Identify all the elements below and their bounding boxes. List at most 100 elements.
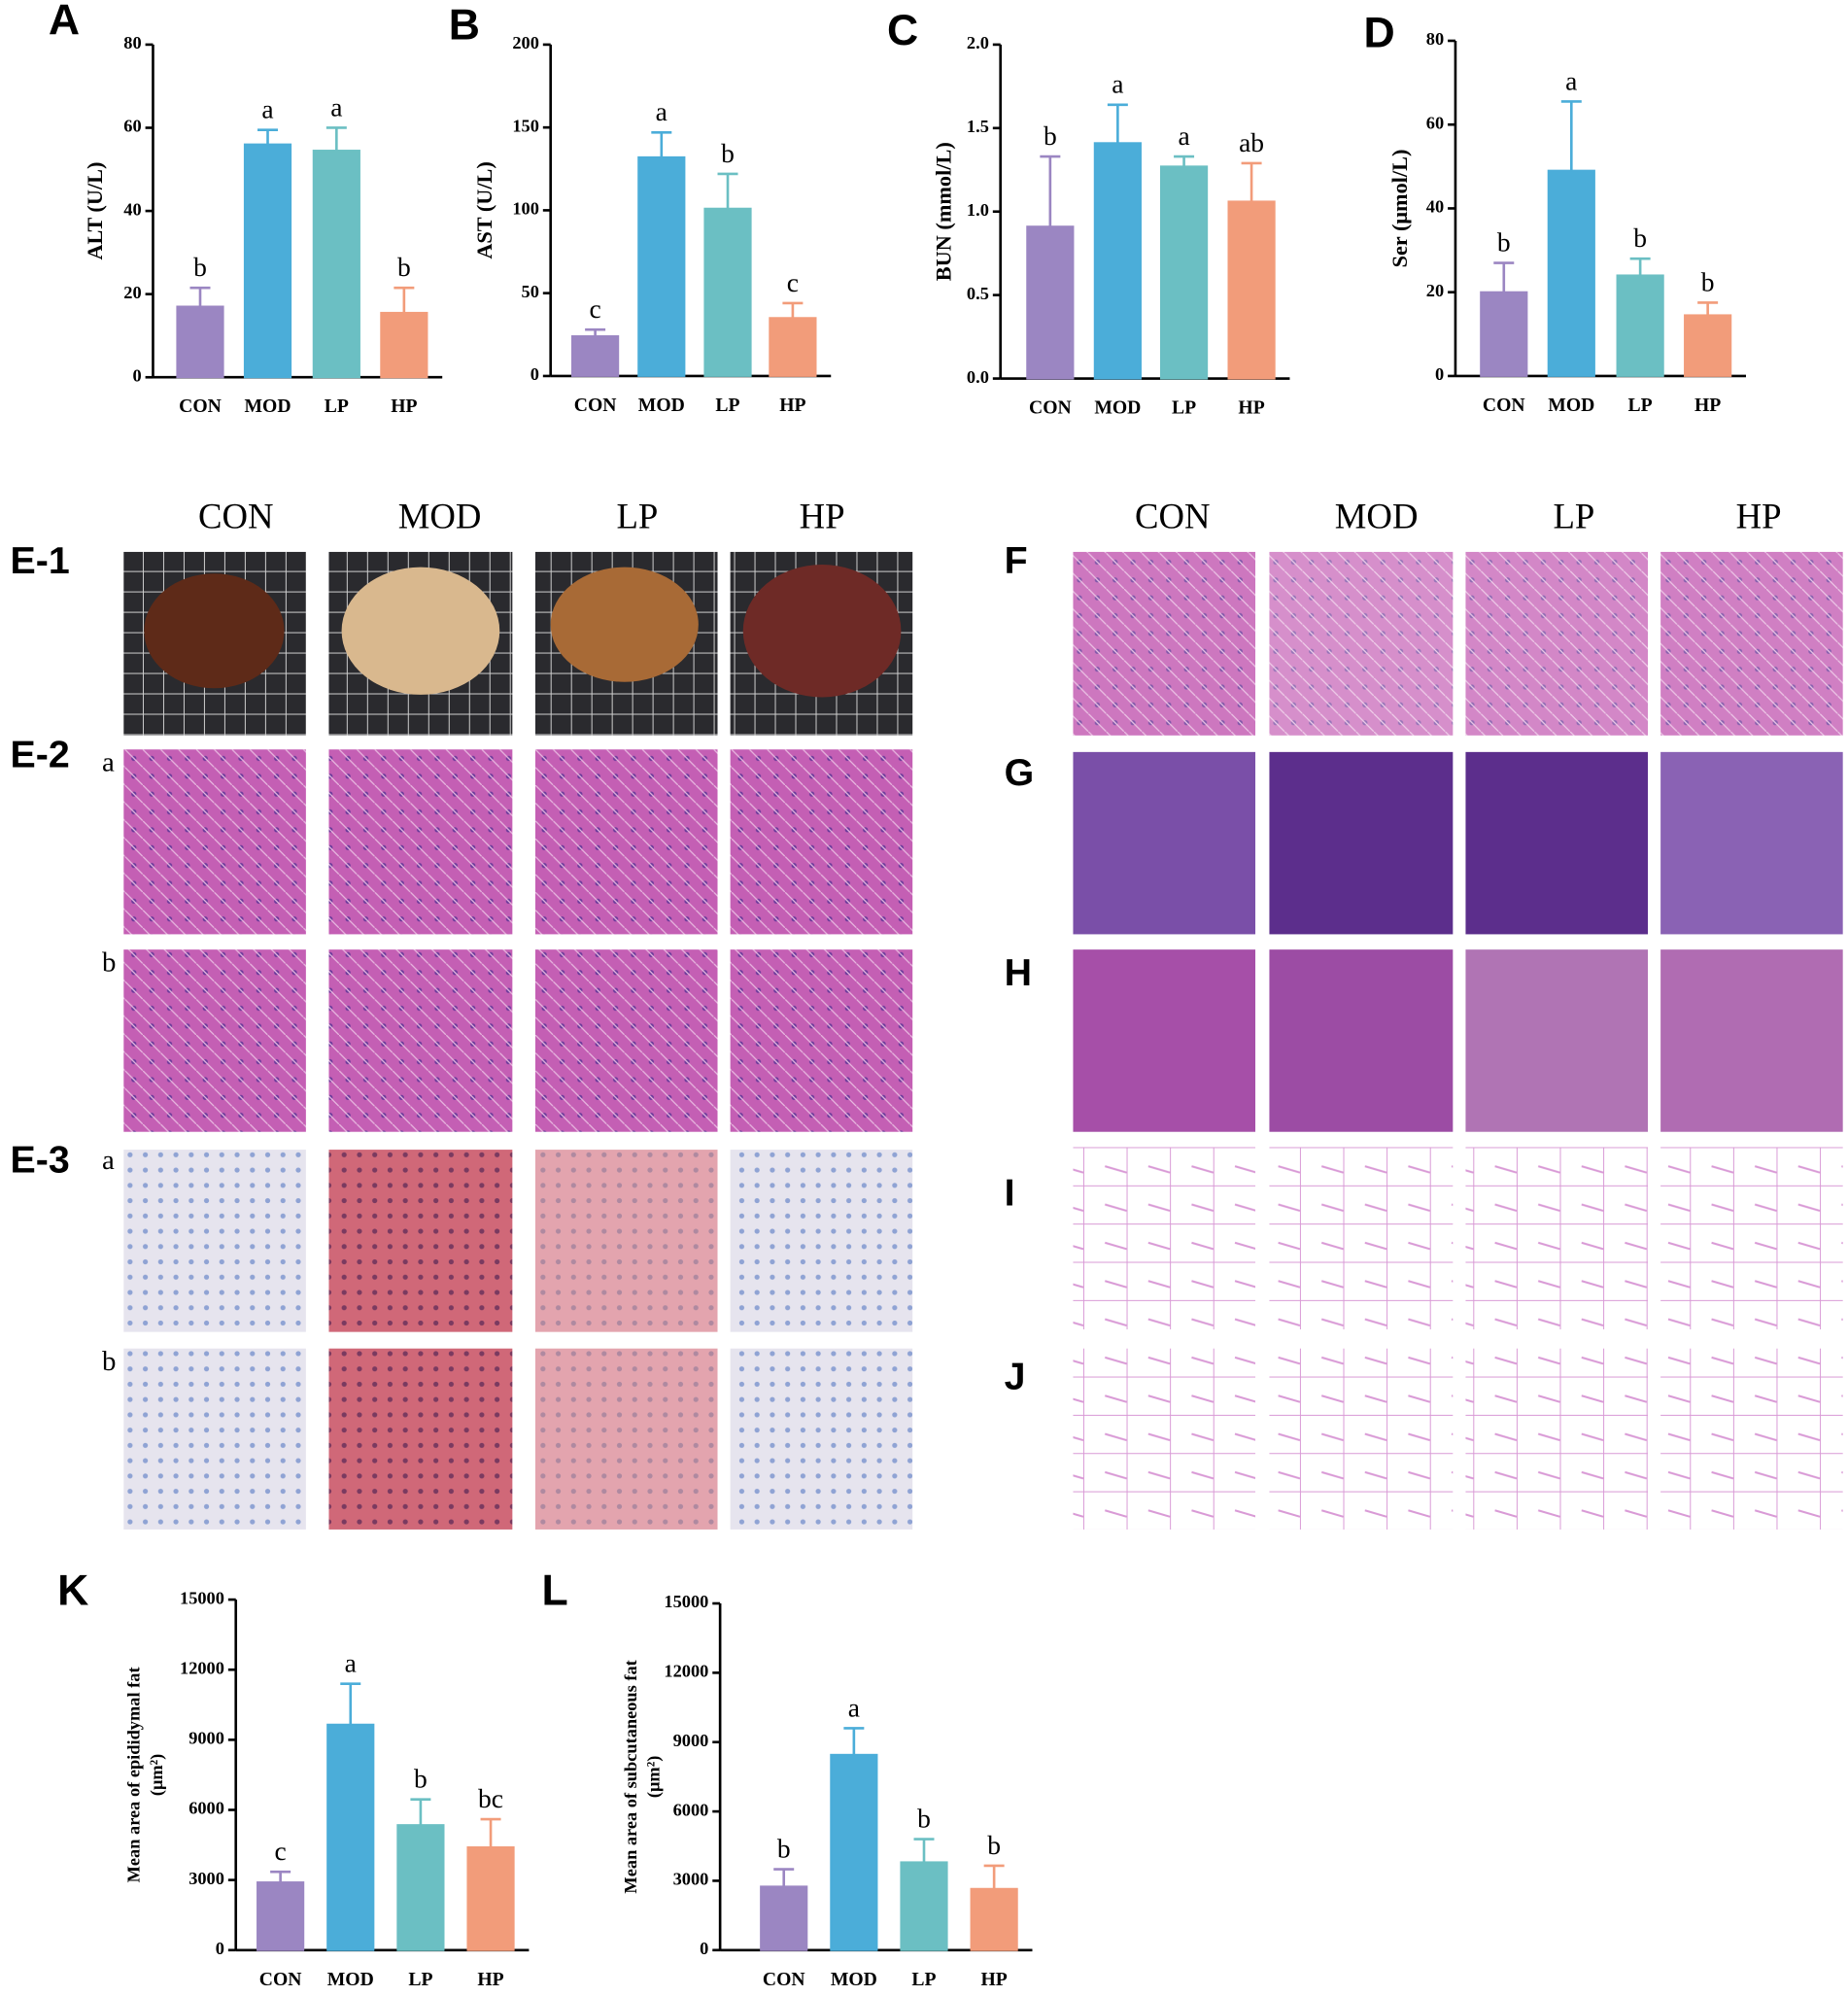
column-label: MOD bbox=[398, 497, 482, 536]
significance-label: ab bbox=[1239, 127, 1264, 157]
significance-label: a bbox=[1565, 65, 1577, 95]
row-label: H bbox=[1005, 951, 1032, 994]
micrograph bbox=[328, 749, 513, 935]
y-tick-label: 15000 bbox=[664, 1592, 708, 1611]
panel-label: K bbox=[57, 1566, 88, 1614]
micrograph bbox=[123, 1150, 306, 1332]
subrow-label: b bbox=[102, 947, 116, 979]
micrograph bbox=[534, 749, 718, 935]
y-tick-label: 20 bbox=[123, 283, 141, 302]
y-tick-label: 1.5 bbox=[967, 117, 989, 136]
y-axis-label: BUN (mmol/L) bbox=[931, 142, 955, 281]
y-tick-label: 6000 bbox=[188, 1799, 224, 1818]
column-label: HP bbox=[1736, 497, 1782, 536]
y-tick-label: 40 bbox=[123, 199, 141, 219]
significance-label: c bbox=[275, 1836, 287, 1866]
micrograph bbox=[1269, 751, 1454, 935]
bar bbox=[257, 1881, 305, 1951]
micrograph bbox=[1073, 551, 1256, 736]
row-label: E-3 bbox=[11, 1139, 70, 1182]
y-tick-label: 9000 bbox=[188, 1729, 224, 1748]
micrograph bbox=[1660, 1147, 1843, 1330]
y-tick-label: 20 bbox=[1426, 281, 1444, 300]
significance-label: b bbox=[414, 1764, 428, 1794]
micrograph bbox=[1073, 949, 1256, 1132]
y-tick-label: 15000 bbox=[180, 1588, 224, 1607]
micrograph bbox=[1073, 1348, 1256, 1530]
row-label: I bbox=[1005, 1172, 1015, 1215]
significance-label: b bbox=[777, 1833, 791, 1863]
y-axis-label: Mean area of epididymal fat bbox=[123, 1667, 143, 1883]
x-tick-label: LP bbox=[408, 1969, 432, 1990]
significance-label: c bbox=[589, 293, 600, 324]
x-tick-label: MOD bbox=[638, 395, 685, 416]
x-tick-label: MOD bbox=[831, 1969, 877, 1990]
y-tick-label: 12000 bbox=[664, 1662, 708, 1681]
significance-label: a bbox=[1112, 69, 1123, 99]
bar bbox=[466, 1845, 515, 1951]
x-tick-label: CON bbox=[1483, 395, 1525, 416]
column-label: MOD bbox=[1335, 497, 1419, 536]
significance-label: b bbox=[1497, 226, 1511, 257]
bar bbox=[1159, 165, 1209, 380]
y-tick-label: 6000 bbox=[673, 1800, 709, 1819]
x-tick-label: LP bbox=[715, 395, 739, 416]
bar bbox=[312, 150, 360, 379]
y-tick-label: 0.0 bbox=[967, 367, 989, 387]
x-tick-label: CON bbox=[763, 1969, 805, 1990]
x-tick-label: MOD bbox=[1548, 395, 1594, 416]
y-tick-label: 0 bbox=[1435, 364, 1444, 384]
bar bbox=[830, 1753, 878, 1951]
y-tick-label: 40 bbox=[1426, 197, 1444, 217]
bar-chart: D 0 20 40 60 80 Ser (μmol/L) b CON a MOD b LP b HP bbox=[1364, 10, 1746, 416]
bar bbox=[900, 1861, 948, 1951]
micrograph bbox=[1269, 551, 1454, 736]
panel-label: C bbox=[887, 7, 918, 54]
row-label: J bbox=[1005, 1356, 1026, 1398]
liver bbox=[341, 567, 500, 695]
bar bbox=[1227, 200, 1276, 380]
y-tick-label: 3000 bbox=[188, 1869, 224, 1888]
panel-label: B bbox=[449, 2, 480, 50]
column-label: LP bbox=[616, 497, 658, 536]
y-axis-label: AST (U/L) bbox=[472, 161, 496, 259]
y-axis-label: (μm²) bbox=[147, 1754, 167, 1796]
x-tick-label: LP bbox=[325, 396, 349, 417]
bar bbox=[243, 143, 292, 379]
micrograph bbox=[1465, 551, 1649, 736]
micrograph bbox=[1660, 1348, 1843, 1530]
y-tick-label: 80 bbox=[1426, 29, 1444, 49]
micrograph bbox=[328, 949, 513, 1132]
x-tick-label: MOD bbox=[327, 1969, 374, 1990]
row-label: G bbox=[1005, 751, 1035, 794]
column-label: CON bbox=[1135, 497, 1211, 536]
liver bbox=[144, 573, 285, 689]
y-tick-label: 60 bbox=[123, 117, 141, 136]
y-tick-label: 60 bbox=[1426, 113, 1444, 132]
y-axis-label: Ser (μmol/L) bbox=[1387, 150, 1412, 268]
x-tick-label: CON bbox=[179, 396, 222, 417]
image-panels bbox=[123, 551, 1843, 1530]
micrograph bbox=[123, 749, 306, 935]
bar bbox=[769, 317, 817, 377]
micrograph bbox=[1465, 1348, 1649, 1530]
micrograph bbox=[328, 1150, 513, 1332]
y-axis-label: ALT (U/L) bbox=[83, 162, 107, 260]
significance-label: a bbox=[848, 1692, 860, 1722]
row-label: E-2 bbox=[11, 733, 70, 775]
bar-chart: L 0 3000 6000 9000 12000 15000 Mean area of sub… bbox=[542, 1566, 1033, 1990]
significance-label: a bbox=[261, 94, 273, 124]
micrograph bbox=[534, 1348, 718, 1530]
x-tick-label: HP bbox=[779, 395, 805, 416]
bar-chart: K 0 3000 6000 9000 12000 15000 Mean area of epi… bbox=[57, 1566, 530, 1990]
y-tick-label: 80 bbox=[123, 33, 141, 52]
bar bbox=[1616, 274, 1664, 377]
column-label: LP bbox=[1553, 497, 1594, 536]
significance-label: a bbox=[345, 1648, 357, 1678]
significance-label: a bbox=[656, 96, 667, 126]
significance-label: b bbox=[1633, 223, 1647, 253]
micrograph bbox=[1660, 551, 1843, 736]
micrograph bbox=[328, 1348, 513, 1530]
panel-label: L bbox=[542, 1566, 568, 1614]
x-tick-label: HP bbox=[391, 396, 417, 417]
